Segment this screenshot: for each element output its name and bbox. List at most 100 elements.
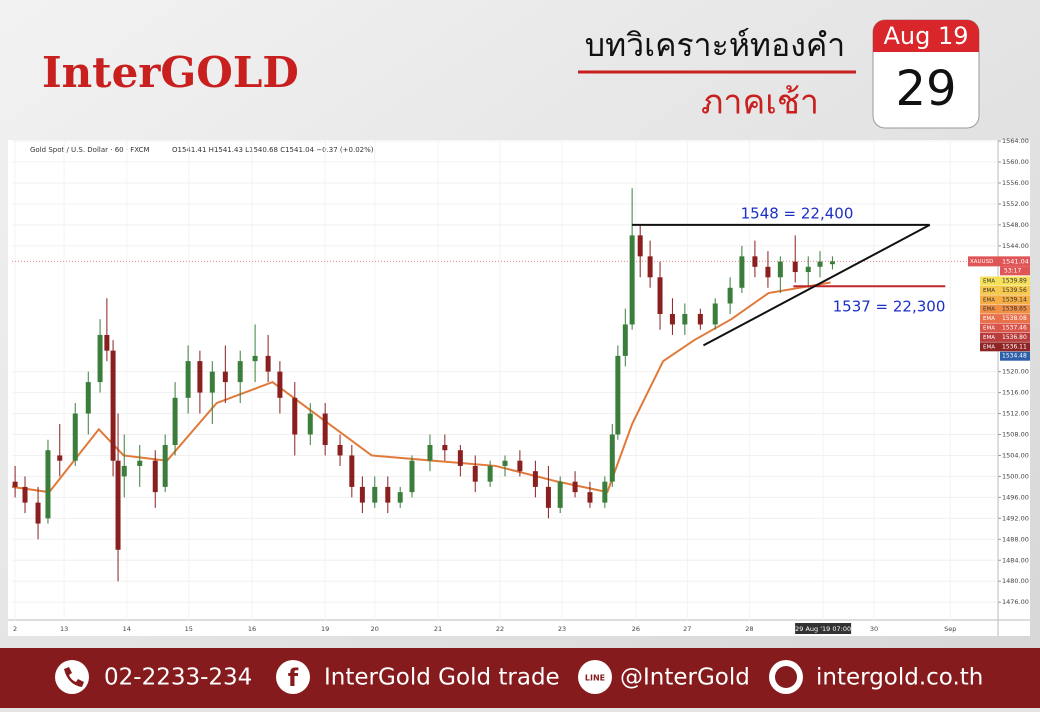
title: บทวิเคราะห์ทองคำ: [585, 26, 845, 64]
x-tick-label: 20: [371, 625, 379, 633]
ema-tag: [980, 314, 1030, 324]
candle-body: [545, 486, 551, 508]
candle-body: [792, 261, 798, 273]
phone: 02-2233-234: [104, 665, 252, 691]
candle-body: [397, 492, 403, 503]
y-tick-label: 1476.00: [1002, 598, 1029, 606]
ema-tag-name: EMA: [983, 279, 995, 285]
line: @InterGold: [620, 665, 750, 691]
ema-tag: [980, 285, 1030, 295]
candle-body: [657, 277, 663, 314]
candle-body: [85, 382, 91, 414]
x-tick-label: 15: [185, 625, 193, 633]
candle-body: [427, 444, 433, 461]
current-price-label: 1541.04: [1002, 257, 1029, 265]
candle-body: [115, 460, 121, 550]
x-tick-label: 29 Aug '19 07:00: [795, 625, 851, 633]
candle-body: [372, 486, 378, 503]
candle-body: [669, 313, 675, 325]
ema-tag-label: 1538.65: [1002, 306, 1027, 313]
candle-body: [532, 471, 538, 487]
candle-body: [359, 486, 365, 503]
calendar-day: 29: [895, 61, 956, 117]
candle-body: [622, 324, 628, 356]
y-tick-label: 1556.00: [1002, 179, 1029, 187]
y-tick-label: 1504.00: [1002, 451, 1029, 459]
line-icon: [578, 660, 612, 694]
y-tick-label: 1520.00: [1002, 368, 1029, 376]
y-tick-label: 1488.00: [1002, 535, 1029, 543]
trendline: [702, 224, 931, 347]
footer-band: [0, 648, 1040, 708]
ema-tag: [980, 323, 1030, 333]
candle-body: [121, 465, 127, 477]
y-tick-label: 1484.00: [1002, 556, 1029, 564]
x-tick-label: 19: [321, 625, 329, 633]
candle-body: [487, 465, 493, 482]
candle-body: [152, 460, 158, 493]
ema-line: [11, 281, 831, 494]
candle-body: [615, 355, 621, 435]
candle-body: [22, 486, 28, 503]
support-label: 1537 = 22,300: [833, 298, 946, 316]
x-tick-label: 30: [870, 625, 878, 633]
candle-body: [647, 256, 653, 278]
candle-body: [409, 460, 415, 493]
phone-glyph: [64, 667, 84, 687]
logo: InterGOLD: [42, 48, 299, 97]
candle-body: [277, 371, 283, 398]
candle-body: [209, 371, 215, 393]
x-tick-label: 27: [683, 625, 691, 633]
y-tick-label: 1492.00: [1002, 514, 1029, 522]
candle-body: [457, 450, 463, 466]
ema-tag: [980, 304, 1030, 314]
ema-tag-label: 1539.56: [1002, 287, 1027, 294]
candle-body: [587, 492, 593, 503]
last-tag: [1000, 351, 1030, 361]
ema-tag: [980, 295, 1030, 305]
candle-body: [185, 361, 191, 398]
x-tick-label: 2: [13, 625, 17, 633]
facebook-icon: [276, 660, 310, 694]
chart-panel: [8, 140, 1030, 636]
ema-tag-label: 1537.46: [1002, 325, 1027, 332]
y-tick-label: 1564.00: [1002, 137, 1029, 145]
ema-tag: [980, 332, 1030, 342]
candle-body: [777, 261, 783, 278]
resistance-label: 1548 = 22,400: [741, 205, 854, 223]
candle-body: [292, 397, 298, 435]
candle-body: [517, 460, 523, 472]
countdown-tag: [1000, 266, 1030, 276]
ema-tag-name: EMA: [983, 344, 995, 350]
symbol-tag: XAUUSD: [970, 259, 993, 265]
candle-body: [572, 481, 578, 493]
candle-body: [35, 502, 41, 524]
ema-tag-name: EMA: [983, 316, 995, 322]
y-tick-label: 1548.00: [1002, 221, 1029, 229]
candle-body: [57, 455, 63, 461]
candle-body: [104, 334, 110, 351]
candle-body: [322, 413, 328, 445]
x-tick-label: 28: [745, 625, 753, 633]
candle-body: [337, 444, 343, 456]
candle-body: [45, 450, 51, 519]
ema-tag-name: EMA: [983, 326, 995, 332]
candle-body: [805, 266, 811, 273]
candle-body: [137, 460, 143, 466]
candle-body: [472, 465, 478, 482]
ema-tag-label: 1536.11: [1002, 343, 1027, 350]
candle-body: [110, 350, 116, 461]
candle-body: [265, 355, 271, 372]
ema-tag-name: EMA: [983, 307, 995, 313]
candle-body: [829, 261, 835, 265]
candle-body: [629, 235, 635, 325]
candle-body: [557, 481, 563, 508]
candle-body: [385, 486, 391, 503]
web-glyph: [775, 666, 797, 688]
y-tick-label: 1552.00: [1002, 200, 1029, 208]
x-cursor-box: [795, 623, 852, 634]
candle-body: [727, 287, 733, 304]
x-tick-label: Sep: [944, 625, 956, 633]
candle-body: [72, 413, 78, 461]
